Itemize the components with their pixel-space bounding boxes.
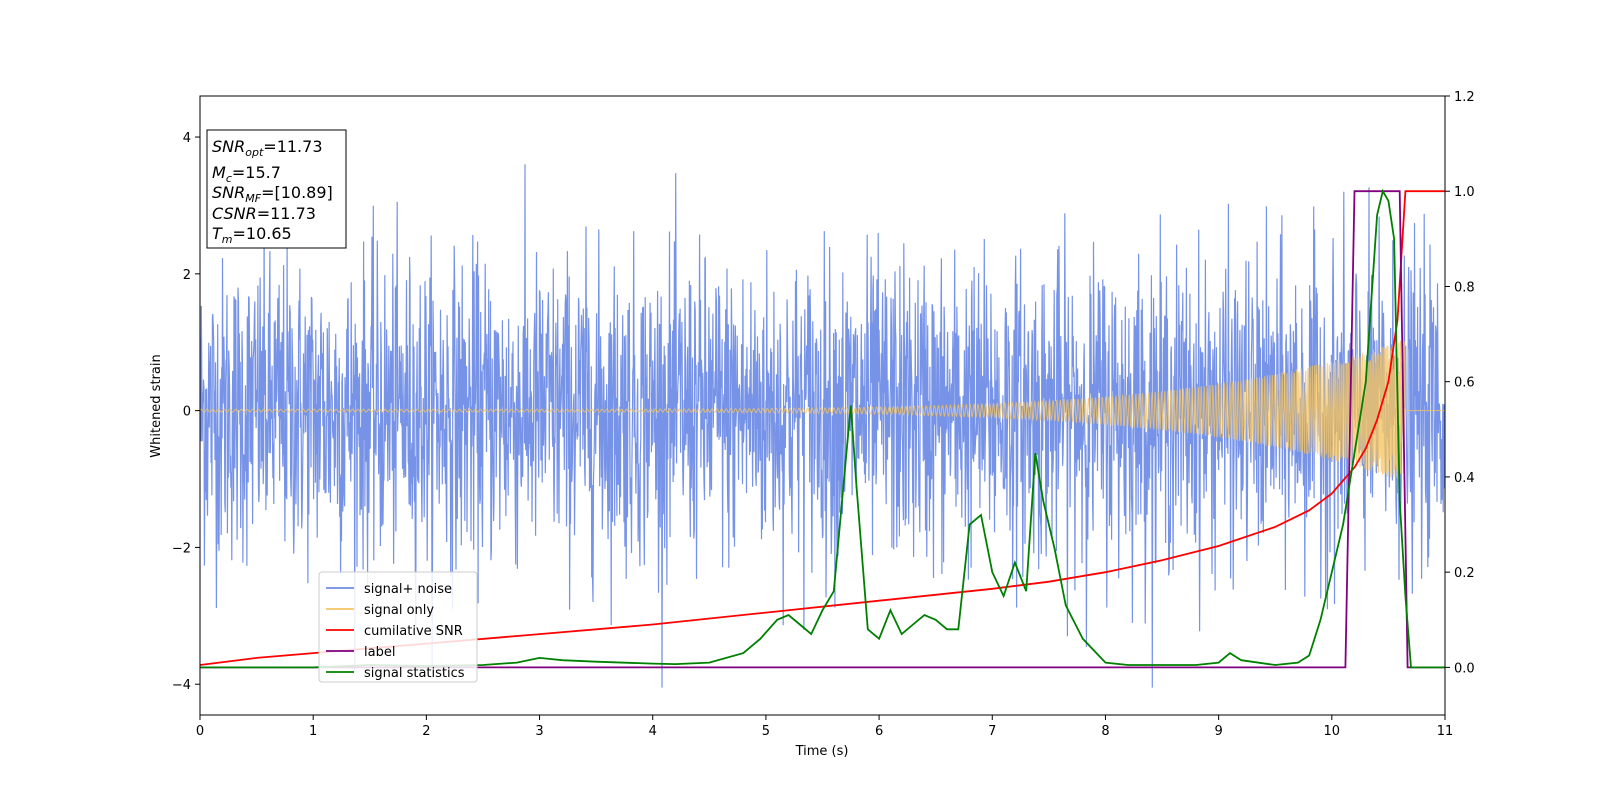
legend-item-label: label	[326, 645, 395, 660]
x-tick-label: 4	[649, 724, 657, 739]
legend-label: cumilative SNR	[364, 624, 463, 639]
x-tick-label: 11	[1437, 724, 1454, 739]
x-tick-label: 8	[1101, 724, 1109, 739]
x-tick-label: 1	[309, 724, 317, 739]
x-tick-label: 0	[196, 724, 204, 739]
x-tick-label: 9	[1214, 724, 1222, 739]
info-box-frame	[206, 129, 347, 249]
legend-label: signal only	[364, 603, 434, 618]
info-box: SNRopt=11.73 Mc=15.7 SNRMF=[10.89] CSNR=…	[206, 129, 347, 249]
y-tick-label: 0	[183, 405, 191, 420]
info-csnr: CSNR=11.73	[212, 204, 316, 223]
x-tick-label: 3	[535, 724, 543, 739]
series-signal-only	[200, 340, 1445, 480]
y2-tick-label: 0.0	[1454, 661, 1475, 676]
y-axis-left: −4 −2 0 2 4	[172, 131, 200, 693]
info-mc: Mc=15.7	[212, 163, 281, 185]
x-axis-label: Time (s)	[795, 744, 849, 759]
legend-label: signal statistics	[364, 666, 465, 681]
y2-tick-label: 0.6	[1454, 376, 1475, 391]
x-tick-label: 2	[422, 724, 430, 739]
y-axis-label: Whitened strain	[149, 354, 164, 457]
x-tick-label: 5	[762, 724, 770, 739]
legend-item-signal-noise: signal+ noise	[326, 582, 452, 597]
legend: signal+ noise signal only cumilative SNR la…	[318, 571, 478, 683]
legend-item-cumilative-snr: cumilative SNR	[326, 624, 463, 639]
y2-tick-label: 0.2	[1454, 566, 1475, 581]
info-snr-mf: SNRMF=[10.89]	[212, 183, 333, 205]
legend-label: signal+ noise	[364, 582, 452, 597]
legend-item-signal-statistics: signal statistics	[326, 666, 465, 681]
info-tm: Tm=10.65	[212, 224, 292, 246]
y2-tick-label: 1.0	[1454, 185, 1475, 200]
y2-tick-label: 1.2	[1454, 90, 1475, 105]
series-cumilative-snr	[200, 190, 1445, 666]
x-axis: 0 1 2 3 4 5 6 7 8 9 10 11	[196, 715, 1453, 739]
series-clip-group	[200, 164, 1445, 688]
legend-items: signal+ noise signal only cumilative SNR la…	[326, 582, 465, 681]
x-tick-label: 7	[988, 724, 996, 739]
series-signal-statistics	[200, 188, 1445, 669]
series-layer	[200, 164, 1445, 688]
y-axis-right: 0.0 0.2 0.4 0.6 0.8 1.0 1.2	[1445, 90, 1475, 676]
legend-item-signal-only: signal only	[326, 603, 434, 618]
y-tick-label: 4	[183, 131, 191, 146]
y-tick-label: 2	[183, 268, 191, 283]
series-signal-noise	[200, 164, 1445, 688]
y2-tick-label: 0.4	[1454, 471, 1475, 486]
info-snr-opt: SNRopt=11.73	[212, 137, 323, 159]
legend-label: label	[364, 645, 395, 660]
x-tick-label: 6	[875, 724, 883, 739]
y-tick-label: −2	[172, 541, 191, 556]
y-tick-label: −4	[172, 678, 191, 693]
plot-frame-border	[199, 95, 1446, 716]
y2-tick-label: 0.8	[1454, 280, 1475, 295]
legend-frame	[318, 571, 478, 683]
x-tick-label: 10	[1324, 724, 1341, 739]
